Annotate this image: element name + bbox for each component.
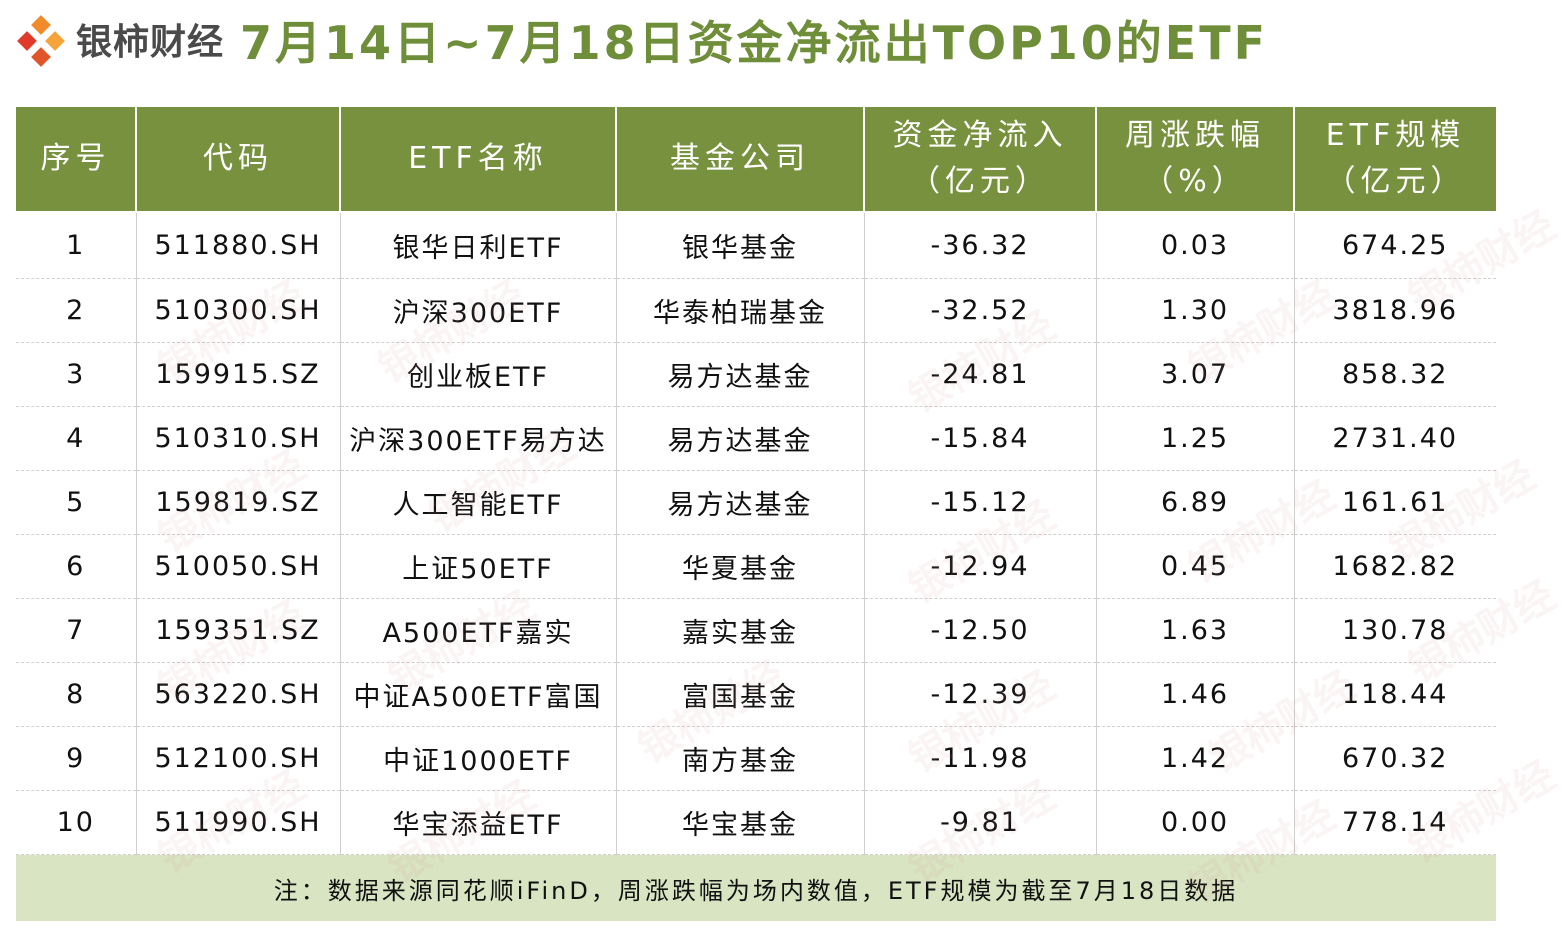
cell-net-inflow: -9.81 xyxy=(864,790,1097,855)
table-row: 6 510050.SH 上证50ETF 华夏基金 -12.94 0.45 1682.82 xyxy=(16,534,1496,599)
cell-index: 10 xyxy=(16,790,137,855)
header-etf-size: ETF规模 （亿元） xyxy=(1294,107,1496,213)
table-row: 10 511990.SH 华宝添益ETF 华宝基金 -9.81 0.00 778.14 xyxy=(16,790,1496,855)
cell-index: 4 xyxy=(16,406,137,471)
cell-code: 159819.SZ xyxy=(136,470,341,535)
cell-fund-company: 华泰柏瑞基金 xyxy=(616,278,865,343)
cell-weekly-change: 1.30 xyxy=(1096,278,1295,343)
cell-net-inflow: -15.84 xyxy=(864,406,1097,471)
header-code: 代码 xyxy=(136,107,341,213)
cell-weekly-change: 1.25 xyxy=(1096,406,1295,471)
cell-index: 5 xyxy=(16,470,137,535)
header-index: 序号 xyxy=(16,107,137,213)
cell-net-inflow: -32.52 xyxy=(864,278,1097,343)
cell-weekly-change: 0.45 xyxy=(1096,534,1295,599)
cell-weekly-change: 3.07 xyxy=(1096,342,1295,407)
etf-table-container: 序号 代码 ETF名称 基金公司 资金净流入 （亿元） 周涨跌幅 （%） ETF规模… xyxy=(16,107,1496,921)
brand-name: 银柿财经 xyxy=(76,22,225,63)
cell-fund-company: 华夏基金 xyxy=(616,534,865,599)
table-row: 8 563220.SH 中证A500ETF富国 富国基金 -12.39 1.46 118.4… xyxy=(16,662,1496,727)
cell-net-inflow: -36.32 xyxy=(864,212,1097,279)
cell-net-inflow: -12.94 xyxy=(864,534,1097,599)
cell-index: 6 xyxy=(16,534,137,599)
page-title: 7月14日~7月18日资金净流出TOP10的ETF xyxy=(240,16,1269,70)
cell-index: 1 xyxy=(16,212,137,279)
table-row: 2 510300.SH 沪深300ETF 华泰柏瑞基金 -32.52 1.30 3818.9… xyxy=(16,278,1496,343)
cell-code: 510050.SH xyxy=(136,534,341,599)
cell-weekly-change: 6.89 xyxy=(1096,470,1295,535)
cell-etf-name: 中证1000ETF xyxy=(340,726,617,791)
header-weekly-change: 周涨跌幅 （%） xyxy=(1096,107,1295,213)
cell-index: 8 xyxy=(16,662,137,727)
cell-code: 510310.SH xyxy=(136,406,341,471)
cell-etf-name: 银华日利ETF xyxy=(340,212,617,279)
cell-code: 563220.SH xyxy=(136,662,341,727)
etf-outflow-table: 序号 代码 ETF名称 基金公司 资金净流入 （亿元） 周涨跌幅 （%） ETF规模… xyxy=(16,107,1496,921)
cell-index: 7 xyxy=(16,598,137,663)
cell-net-inflow: -15.12 xyxy=(864,470,1097,535)
cell-etf-name: A500ETF嘉实 xyxy=(340,598,617,663)
cell-index: 2 xyxy=(16,278,137,343)
cell-etf-name: 沪深300ETF易方达 xyxy=(340,406,617,471)
cell-etf-size: 858.32 xyxy=(1294,342,1496,407)
cell-etf-size: 2731.40 xyxy=(1294,406,1496,471)
cell-etf-name: 中证A500ETF富国 xyxy=(340,662,617,727)
cell-etf-name: 沪深300ETF xyxy=(340,278,617,343)
cell-etf-size: 674.25 xyxy=(1294,212,1496,279)
cell-net-inflow: -12.39 xyxy=(864,662,1097,727)
cell-net-inflow: -11.98 xyxy=(864,726,1097,791)
cell-code: 159351.SZ xyxy=(136,598,341,663)
persimmon-diamond-logo-icon xyxy=(17,15,65,67)
cell-etf-name: 创业板ETF xyxy=(340,342,617,407)
cell-net-inflow: -12.50 xyxy=(864,598,1097,663)
cell-etf-size: 670.32 xyxy=(1294,726,1496,791)
cell-etf-name: 上证50ETF xyxy=(340,534,617,599)
header-etf-name: ETF名称 xyxy=(340,107,617,213)
footnote: 注：数据来源同花顺iFinD，周涨跌幅为场内数值，ETF规模为截至7月18日数据 xyxy=(16,854,1496,921)
table-row: 4 510310.SH 沪深300ETF易方达 易方达基金 -15.84 1.25 2731… xyxy=(16,406,1496,471)
cell-weekly-change: 1.42 xyxy=(1096,726,1295,791)
cell-fund-company: 易方达基金 xyxy=(616,342,865,407)
table-row: 3 159915.SZ 创业板ETF 易方达基金 -24.81 3.07 858.32 xyxy=(16,342,1496,407)
cell-weekly-change: 0.00 xyxy=(1096,790,1295,855)
table-row: 5 159819.SZ 人工智能ETF 易方达基金 -15.12 6.89 161.61 xyxy=(16,470,1496,535)
cell-etf-size: 130.78 xyxy=(1294,598,1496,663)
cell-code: 512100.SH xyxy=(136,726,341,791)
cell-fund-company: 易方达基金 xyxy=(616,406,865,471)
table-row: 9 512100.SH 中证1000ETF 南方基金 -11.98 1.42 670.32 xyxy=(16,726,1496,791)
table-row: 7 159351.SZ A500ETF嘉实 嘉实基金 -12.50 1.63 130.78 xyxy=(16,598,1496,663)
cell-code: 511990.SH xyxy=(136,790,341,855)
cell-fund-company: 华宝基金 xyxy=(616,790,865,855)
cell-etf-size: 1682.82 xyxy=(1294,534,1496,599)
cell-index: 9 xyxy=(16,726,137,791)
cell-etf-size: 161.61 xyxy=(1294,470,1496,535)
cell-fund-company: 南方基金 xyxy=(616,726,865,791)
header-net-inflow: 资金净流入 （亿元） xyxy=(864,107,1097,213)
cell-code: 511880.SH xyxy=(136,212,341,279)
cell-fund-company: 易方达基金 xyxy=(616,470,865,535)
header: 银柿财经 7月14日~7月18日资金净流出TOP10的ETF xyxy=(0,0,1567,95)
header-fund-company: 基金公司 xyxy=(616,107,865,213)
cell-etf-size: 3818.96 xyxy=(1294,278,1496,343)
cell-fund-company: 嘉实基金 xyxy=(616,598,865,663)
cell-weekly-change: 0.03 xyxy=(1096,212,1295,279)
cell-etf-size: 778.14 xyxy=(1294,790,1496,855)
cell-fund-company: 富国基金 xyxy=(616,662,865,727)
cell-code: 510300.SH xyxy=(136,278,341,343)
cell-code: 159915.SZ xyxy=(136,342,341,407)
cell-index: 3 xyxy=(16,342,137,407)
cell-net-inflow: -24.81 xyxy=(864,342,1097,407)
cell-weekly-change: 1.63 xyxy=(1096,598,1295,663)
cell-etf-name: 人工智能ETF xyxy=(340,470,617,535)
cell-fund-company: 银华基金 xyxy=(616,212,865,279)
table-row: 1 511880.SH 银华日利ETF 银华基金 -36.32 0.03 674.25 xyxy=(16,212,1496,279)
cell-etf-name: 华宝添益ETF xyxy=(340,790,617,855)
cell-etf-size: 118.44 xyxy=(1294,662,1496,727)
table-header-row: 序号 代码 ETF名称 基金公司 资金净流入 （亿元） 周涨跌幅 （%） ETF规模… xyxy=(16,107,1496,213)
cell-weekly-change: 1.46 xyxy=(1096,662,1295,727)
